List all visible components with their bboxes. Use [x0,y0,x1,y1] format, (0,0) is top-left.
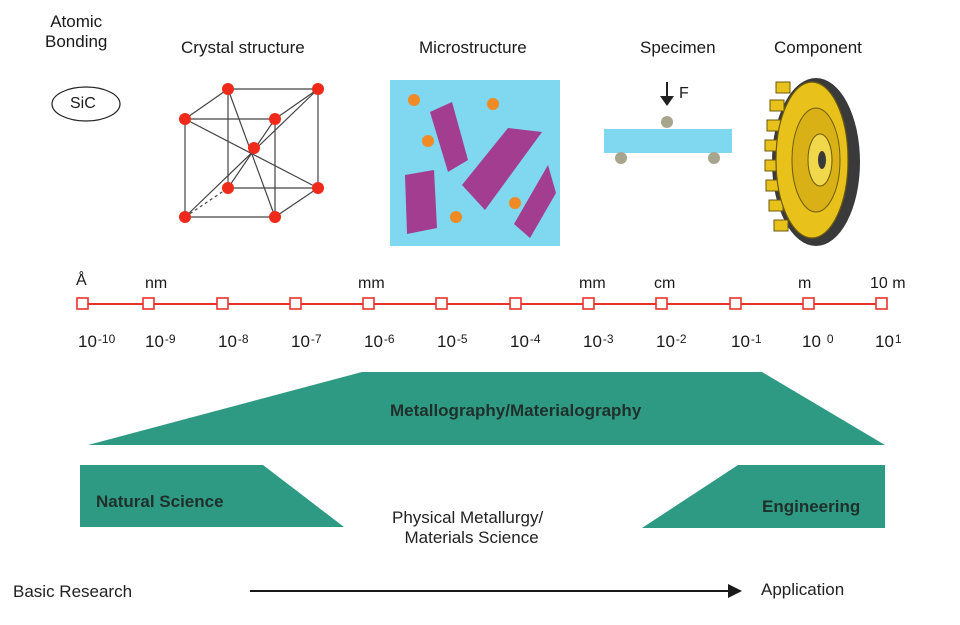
length-scale [76,297,888,310]
power-label: 10-7 [291,332,322,351]
microstructure-label: Microstructure [419,38,527,57]
arrow-head [728,584,742,598]
physical-metallurgy-label: Physical Metallurgy/ Materials Science [392,508,544,547]
power-label: 10-6 [364,332,395,351]
power-label: 10-9 [145,332,176,351]
atomic-bonding-label: Atomic Bonding [45,12,108,51]
power-label: 10-2 [656,332,687,351]
basic-research-label: Basic Research [13,582,133,601]
unit-cm: cm [654,275,676,292]
metallography-band [88,372,885,445]
sic-ellipse [51,86,121,122]
power-label: 10-4 [510,332,541,351]
unit-mm-2: mm [579,275,606,292]
unit-10m: 10 m [870,275,906,292]
application-label: Application [761,580,845,599]
power-label: 10 0 [802,332,834,351]
power-label: 10-5 [437,332,468,351]
power-label: 10-1 [731,332,762,351]
microstructure-icon [390,80,560,246]
crystal-structure-label: Crystal structure [181,38,305,57]
component-label: Component [774,38,862,57]
natural-science-label: Natural Science [96,492,224,511]
power-label: 10-8 [218,332,249,351]
force-label: F [679,85,689,102]
power-label: 10-10 [78,332,116,351]
power-label: 101 [875,332,902,351]
unit-m: m [798,275,812,292]
power-label: 10-3 [583,332,614,351]
unit-angstrom: Å [76,272,87,289]
engineering-label: Engineering [762,497,861,516]
specimen-label: Specimen [640,38,716,57]
gear-icon [764,78,860,246]
natural-science-band [80,465,344,527]
specimen-icon [604,82,732,164]
unit-nm: nm [145,275,168,292]
sic-label: SiC [70,95,96,112]
engineering-band [642,465,885,528]
crystal-atoms [179,83,324,223]
unit-mm-1: mm [358,275,385,292]
metallography-label: Metallography/Materialography [390,401,642,420]
